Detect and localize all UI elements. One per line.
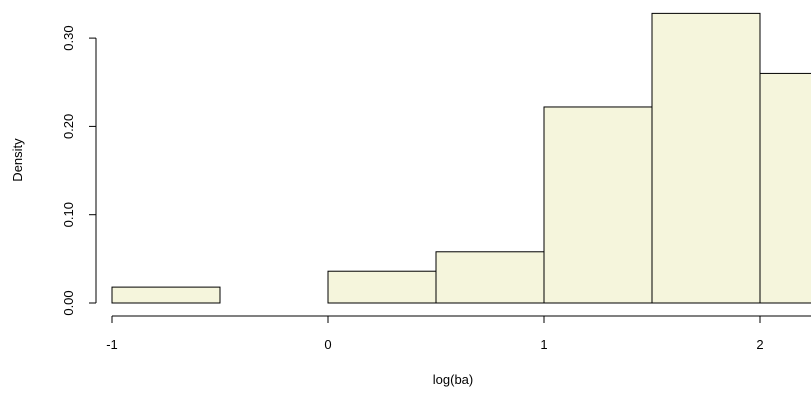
x-tick-label: 2: [756, 337, 763, 352]
histogram-bar: [327, 270, 437, 304]
y-axis: 0.00 0.10 0.20 0.30: [61, 25, 97, 316]
y-tick-label: 0.00: [61, 290, 76, 315]
bars-layer: [111, 12, 811, 304]
y-tick-label: 0.30: [61, 25, 76, 50]
histogram-bar: [543, 106, 653, 304]
x-tick-label: -1: [106, 337, 118, 352]
y-tick-label: 0.20: [61, 114, 76, 139]
x-tick-label: 1: [540, 337, 547, 352]
histogram-bar: [759, 72, 811, 304]
histogram-bar: [651, 12, 761, 304]
x-axis-title: log(ba): [433, 372, 473, 387]
y-tick-label: 0.10: [61, 202, 76, 227]
x-axis: -1012345: [106, 315, 811, 352]
histogram-bar: [435, 251, 545, 304]
y-axis-title: Density: [10, 138, 25, 182]
histogram-bar: [111, 286, 221, 304]
x-tick-label: 0: [324, 337, 331, 352]
